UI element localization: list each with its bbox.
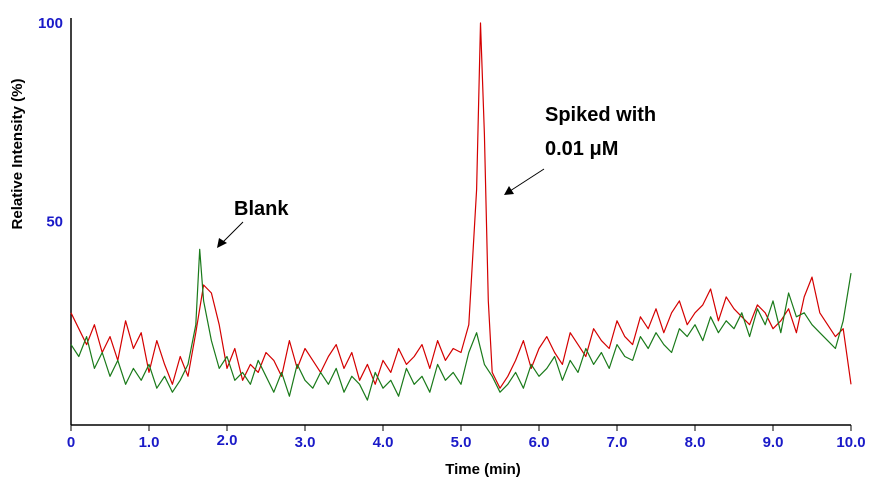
y-tick-label: 50 (46, 214, 63, 231)
x-tick-label: 10.0 (836, 434, 865, 451)
annotation-spiked-arrowhead (504, 186, 514, 195)
annotation-blank-label: Blank (234, 198, 289, 220)
x-tick-label: 6.0 (529, 434, 550, 451)
series-line-red (70, 22, 852, 389)
annotation-blank-arrowhead (217, 238, 227, 248)
x-tick-label: 4.0 (373, 434, 394, 451)
x-tick-label: 2.0 (217, 432, 238, 449)
y-axis-title: Relative Intensity (%) (9, 79, 26, 230)
x-tick-label: 9.0 (763, 434, 784, 451)
x-axis-title: Time (min) (445, 461, 521, 478)
series-lines (70, 22, 852, 401)
y-tick-label: 100 (38, 15, 63, 32)
annotation-spiked-arrow (509, 168, 545, 192)
annotation-blank-arrow (221, 221, 244, 244)
series-line-green (70, 248, 852, 401)
x-tick-label: 5.0 (451, 434, 472, 451)
x-tick-label: 8.0 (685, 434, 706, 451)
x-tick-label: 3.0 (295, 434, 316, 451)
annotation-spiked-label-line1: Spiked with (545, 104, 656, 126)
x-tick-labels: 0 1.0 2.0 3.0 4.0 5.0 6.0 7.0 8.0 9.0 10.0 (67, 425, 866, 451)
annotation-spiked-label-line2: 0.01 μM (545, 138, 618, 160)
x-tick-label: 1.0 (139, 434, 160, 451)
x-tick-label: 0 (67, 434, 75, 451)
x-tick-label: 7.0 (607, 434, 628, 451)
y-tick-labels: 50 100 (38, 15, 63, 231)
